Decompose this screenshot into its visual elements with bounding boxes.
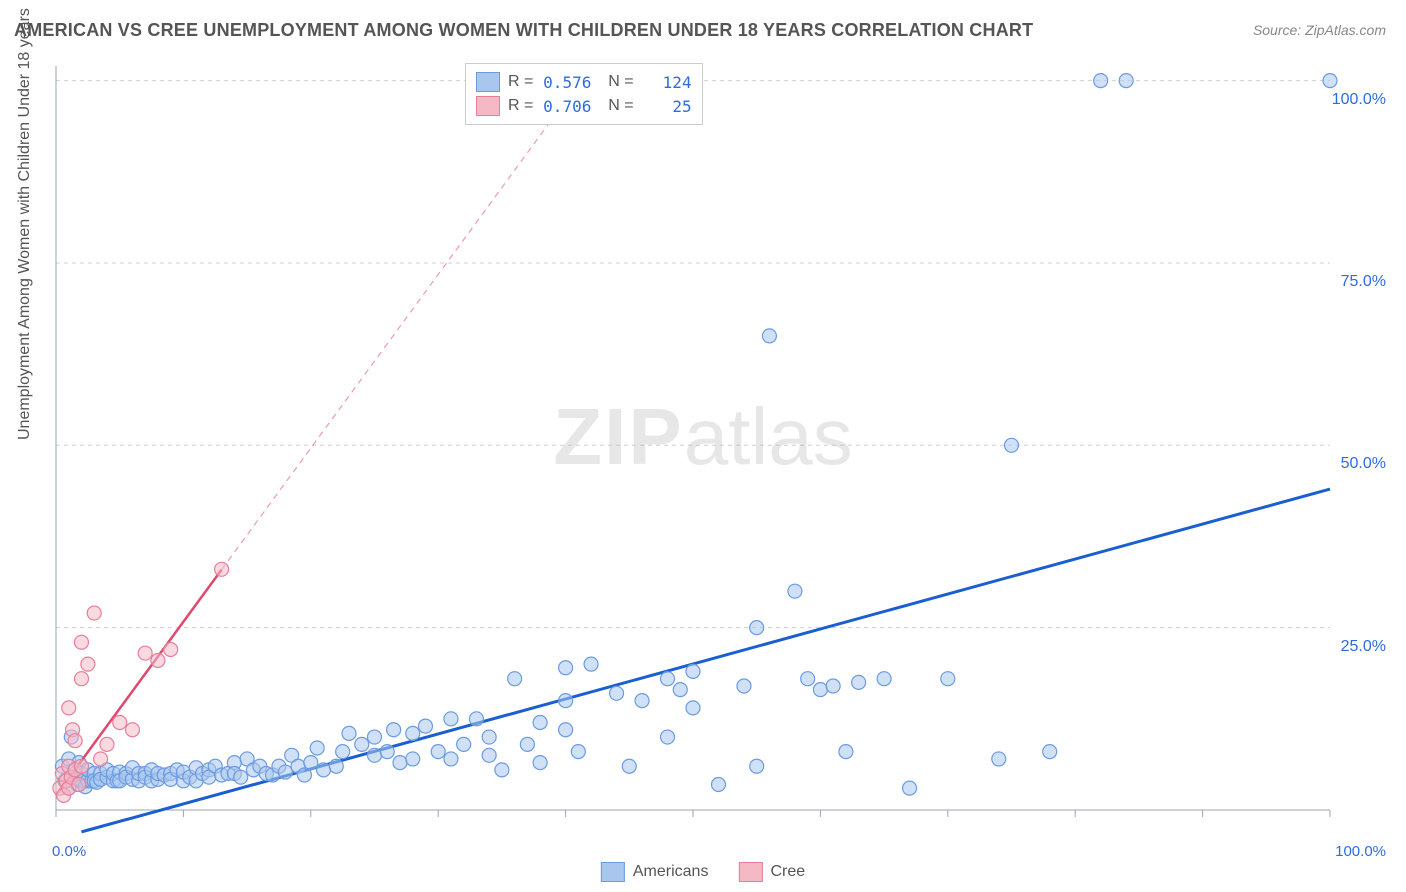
y-axis-label: Unemployment Among Women with Children U…: [16, 8, 34, 440]
chart-title: AMERICAN VS CREE UNEMPLOYMENT AMONG WOME…: [14, 20, 1033, 41]
legend-swatch-icon: [738, 862, 762, 882]
legend-swatch-icon: [476, 72, 500, 92]
scatter-svg: [50, 60, 1390, 840]
legend-r-value: 0.576: [541, 73, 591, 92]
legend-n-label: N =: [599, 73, 633, 91]
legend-item: Cree: [738, 862, 805, 882]
correlation-legend: R = 0.576 N = 124 R = 0.706 N = 25: [465, 63, 703, 125]
legend-swatch-icon: [476, 96, 500, 116]
legend-r-value: 0.706: [541, 97, 591, 116]
legend-n-label: N =: [599, 97, 633, 115]
legend-n-value: 25: [642, 97, 692, 116]
legend-series-label: Cree: [770, 863, 805, 881]
y-tick-label: 50.0%: [1341, 455, 1386, 473]
series-legend: Americans Cree: [601, 862, 805, 882]
legend-n-value: 124: [642, 73, 692, 92]
x-axis-min-label: 0.0%: [52, 843, 86, 860]
legend-series-label: Americans: [633, 863, 709, 881]
y-tick-label: 25.0%: [1341, 638, 1386, 656]
legend-r-label: R =: [508, 73, 533, 91]
y-tick-label: 100.0%: [1332, 91, 1386, 109]
legend-r-label: R =: [508, 97, 533, 115]
x-axis-max-label: 100.0%: [1335, 843, 1386, 860]
legend-swatch-icon: [601, 862, 625, 882]
legend-item: Americans: [601, 862, 709, 882]
legend-row: R = 0.576 N = 124: [476, 70, 692, 94]
source-label: Source: ZipAtlas.com: [1253, 22, 1386, 38]
legend-row: R = 0.706 N = 25: [476, 94, 692, 118]
chart-plot: [50, 60, 1390, 840]
y-tick-label: 75.0%: [1341, 273, 1386, 291]
